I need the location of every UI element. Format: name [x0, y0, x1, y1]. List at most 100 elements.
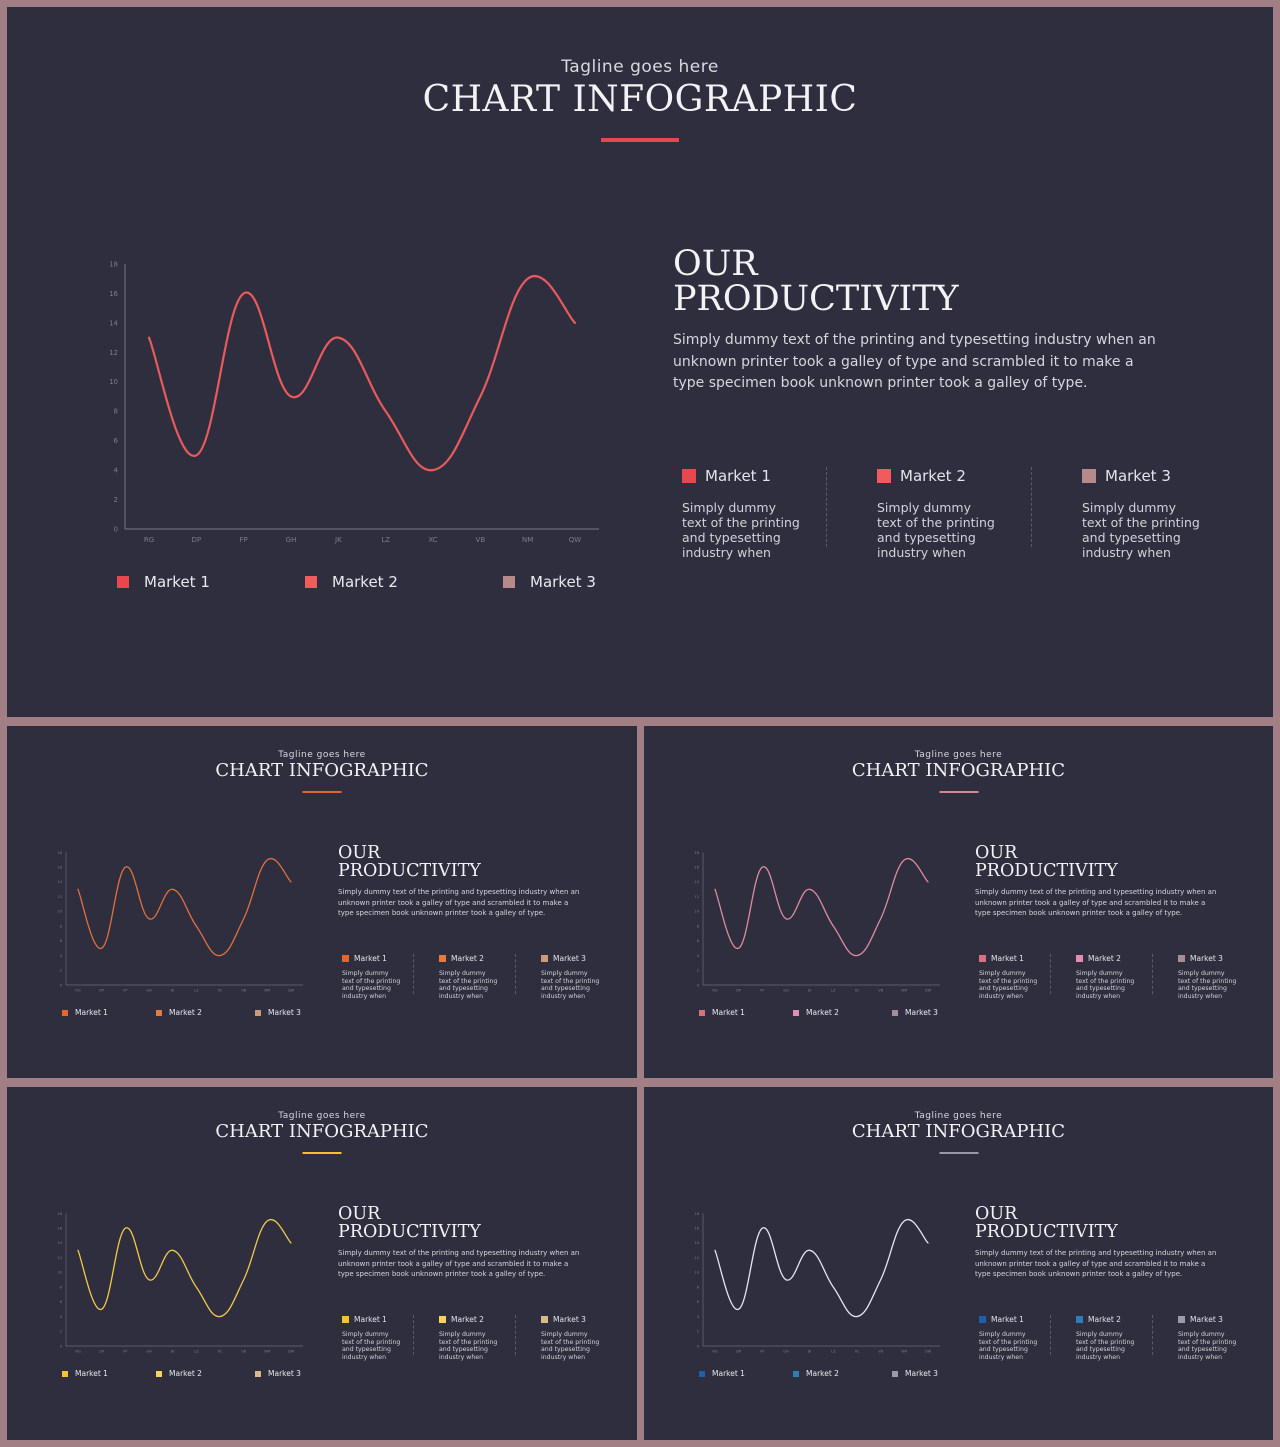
legend-label: Market 1 — [712, 1008, 745, 1017]
market-swatch — [682, 469, 696, 483]
line-chart-svg: 0 2 4 6 8 10 12 14 16 18 RG DP FP GH JK LZ XC VB NM QW — [57, 851, 303, 993]
market-divider — [1050, 1315, 1051, 1355]
line-chart-svg: 0 2 4 6 8 10 12 14 16 18 RG DP FP GH JK LZ XC VB NM QW — [109, 260, 599, 544]
series-line — [714, 857, 929, 957]
legend-label: Market 3 — [268, 1008, 301, 1017]
x-tick-label: VB — [241, 1350, 246, 1354]
legend-item-market-3: Market 3 — [892, 1369, 938, 1378]
x-tick-label: GH — [146, 989, 152, 993]
legend-item-market-1: Market 1 — [62, 1008, 156, 1017]
legend-swatch — [156, 1009, 162, 1016]
x-tick-label: XC — [218, 989, 223, 993]
market-label: Market 1 — [991, 1315, 1024, 1324]
legend-item-market-2: Market 2 — [156, 1369, 255, 1378]
legend-item-market-2: Market 2 — [793, 1369, 892, 1378]
market-divider — [515, 1315, 516, 1355]
legend-label: Market 3 — [530, 573, 596, 591]
y-tick-label: 14 — [694, 880, 699, 884]
x-tick-label: DP — [99, 1350, 105, 1354]
title-accent-bar — [939, 791, 978, 793]
chart-legend: Market 1 Market 2 Market 3 — [117, 573, 607, 591]
market-heading: Market 1 — [979, 1315, 1071, 1324]
x-tick-label: RG — [75, 989, 80, 993]
legend-swatch — [892, 1009, 898, 1016]
y-tick-label: 0 — [114, 525, 118, 533]
legend-label: Market 2 — [332, 573, 398, 591]
market-divider — [1050, 954, 1051, 994]
line-chart-svg: 0 2 4 6 8 10 12 14 16 18 RG DP FP GH JK LZ XC VB NM QW — [694, 1212, 940, 1354]
market-divider — [413, 1315, 414, 1355]
legend-label: Market 2 — [169, 1369, 202, 1378]
x-tick-label: GH — [783, 989, 789, 993]
y-tick-label: 0 — [697, 983, 700, 987]
x-tick-label: QW — [569, 536, 582, 544]
market-text: Simply dummy text of the printing and ty… — [682, 500, 800, 560]
legend-swatch — [305, 576, 317, 588]
line-chart: 0 2 4 6 8 10 12 14 16 18 RG DP FP GH JK LZ XC VB NM QW — [47, 844, 307, 994]
x-tick-label: QW — [925, 1350, 932, 1354]
title-accent-bar — [302, 791, 342, 793]
market-divider — [515, 954, 516, 994]
market-divider — [1152, 1315, 1153, 1355]
market-heading: Market 3 — [541, 954, 633, 963]
market-label: Market 2 — [451, 954, 484, 963]
market-text: Simply dummy text of the printing and ty… — [1178, 970, 1237, 1000]
x-tick-label: JK — [807, 989, 812, 993]
y-tick-label: 4 — [60, 954, 63, 958]
market-swatch — [979, 1316, 986, 1323]
market-swatch — [1076, 955, 1083, 962]
legend-item-market-1: Market 1 — [699, 1008, 793, 1017]
title-accent-bar — [601, 138, 679, 142]
x-tick-label: XC — [428, 536, 437, 544]
productivity-description: Simply dummy text of the printing and ty… — [975, 1249, 1217, 1279]
market-heading: Market 1 — [682, 467, 867, 485]
productivity-description: Simply dummy text of the printing and ty… — [338, 888, 580, 918]
x-tick-label: DP — [736, 1350, 742, 1354]
legend-swatch — [503, 576, 515, 588]
market-divider — [413, 954, 414, 994]
productivity-heading-line-2: PRODUCTIVITY — [338, 1221, 481, 1242]
market-column-1: Market 1 Simply dummy text of the printi… — [979, 1315, 1076, 1361]
legend-item-market-2: Market 2 — [156, 1008, 255, 1017]
market-text: Simply dummy text of the printing and ty… — [342, 1331, 401, 1361]
y-tick-label: 6 — [697, 1300, 700, 1304]
market-label: Market 1 — [991, 954, 1024, 963]
market-columns: Market 1 Simply dummy text of the printi… — [979, 1315, 1273, 1361]
x-tick-label: JK — [807, 1350, 812, 1354]
series-line — [147, 275, 577, 472]
x-tick-label: LZ — [831, 1350, 836, 1354]
legend-label: Market 2 — [169, 1008, 202, 1017]
x-tick-label: RG — [712, 989, 717, 993]
market-heading: Market 3 — [541, 1315, 633, 1324]
productivity-heading-line-1: OUR — [975, 843, 1018, 863]
legend-swatch — [892, 1370, 898, 1377]
market-label: Market 3 — [1190, 954, 1223, 963]
slide-orange: Tagline goes here CHART INFOGRAPHIC 0 2 4 6… — [7, 726, 637, 1078]
y-tick-label: 16 — [694, 865, 699, 869]
y-tick-label: 18 — [57, 851, 62, 855]
y-tick-label: 8 — [697, 924, 700, 928]
productivity-description: Simply dummy text of the printing and ty… — [975, 888, 1217, 918]
x-tick-label: NM — [264, 989, 270, 993]
x-tick-label: JK — [334, 536, 342, 544]
market-heading: Market 1 — [342, 954, 434, 963]
y-tick-label: 6 — [60, 1300, 63, 1304]
chart-legend: Market 1 Market 2 Market 3 — [62, 1369, 312, 1378]
chart-legend: Market 1 Market 2 Market 3 — [62, 1008, 312, 1017]
y-tick-label: 12 — [57, 1256, 62, 1260]
legend-swatch — [255, 1009, 261, 1016]
y-tick-label: 8 — [697, 1285, 700, 1289]
productivity-heading: OUR PRODUCTIVITY — [673, 247, 959, 317]
productivity-heading-line-2: PRODUCTIVITY — [975, 860, 1118, 881]
x-tick-label: FP — [760, 989, 765, 993]
y-tick-label: 12 — [694, 1256, 699, 1260]
y-tick-label: 14 — [57, 1241, 62, 1245]
market-text: Simply dummy text of the printing and ty… — [439, 970, 498, 1000]
legend-label: Market 3 — [905, 1008, 938, 1017]
market-column-1: Market 1 Simply dummy text of the printi… — [342, 1315, 439, 1361]
y-tick-label: 18 — [109, 260, 118, 268]
market-text: Simply dummy text of the printing and ty… — [1082, 500, 1200, 560]
market-column-3: Market 3 Simply dummy text of the printi… — [1178, 954, 1273, 1000]
market-heading: Market 2 — [877, 467, 1072, 485]
market-text: Simply dummy text of the printing and ty… — [342, 970, 401, 1000]
